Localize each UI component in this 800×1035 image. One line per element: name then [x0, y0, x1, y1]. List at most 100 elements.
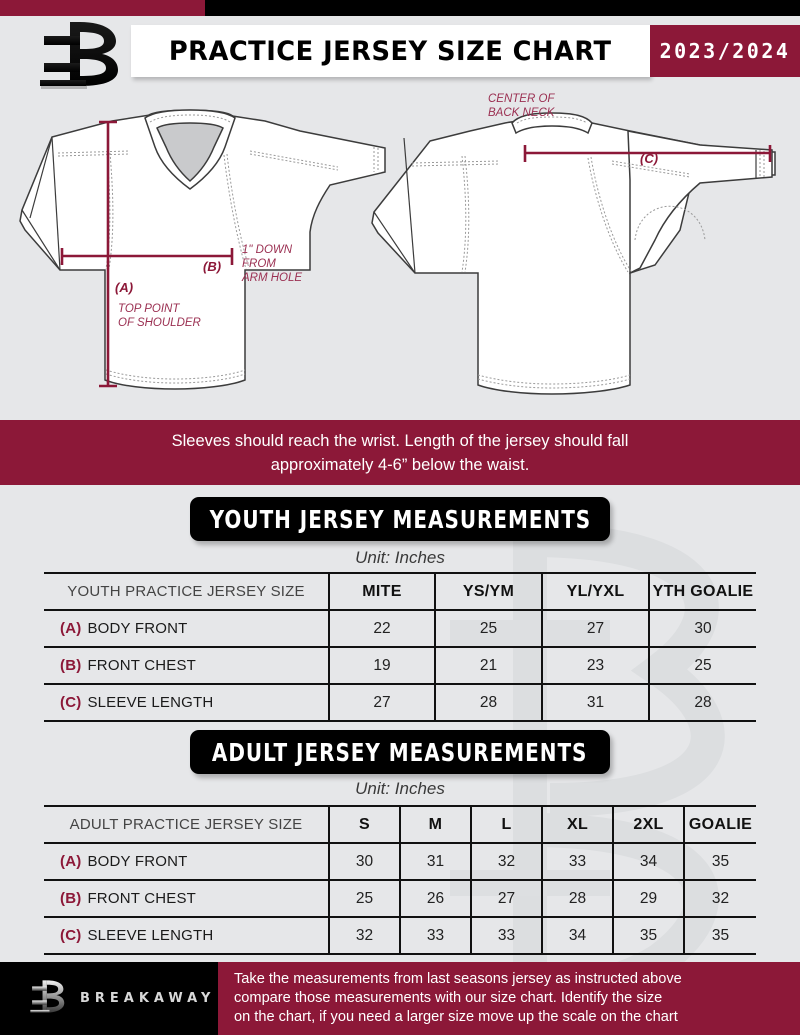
page-title: PRACTICE JERSEY SIZE CHART — [169, 35, 612, 67]
adult-cell-0-4: 34 — [613, 843, 685, 881]
adult-row-name-2: SLEEVE LENGTH — [87, 927, 214, 944]
footer-note-line-1: Take the measurements from last seasons … — [234, 971, 682, 987]
back-jersey-illustration: (C) CENTER OF BACK NECK — [371, 93, 776, 395]
adult-row-ref-1: (B) — [60, 890, 82, 907]
front-note-b-line3: ARM HOLE — [241, 272, 302, 284]
sleeve-length-note-banner: Sleeves should reach the wrist. Length o… — [0, 420, 800, 485]
adult-cell-0-3: 33 — [542, 843, 614, 881]
page-title-plate: PRACTICE JERSEY SIZE CHART — [131, 25, 650, 77]
youth-cell-2-2: 31 — [542, 684, 650, 722]
youth-cell-1-1: 21 — [435, 647, 543, 685]
youth-cell-2-0: 27 — [329, 684, 436, 722]
back-note-line1: CENTER OF — [488, 93, 555, 105]
adult-cell-1-1: 26 — [400, 880, 472, 918]
adult-cell-2-3: 34 — [542, 917, 614, 955]
adult-size-header-3: XL — [542, 805, 614, 844]
adult-measurements-table-wrap: ADULT PRACTICE JERSEY SIZE S M L XL 2XL … — [44, 805, 756, 955]
footer-brand-block: BREAKAWAY — [0, 962, 218, 1035]
youth-cell-1-3: 25 — [649, 647, 756, 685]
front-note-b-line2: FROM — [242, 258, 276, 270]
youth-corner-header: YOUTH PRACTICE JERSEY SIZE — [44, 572, 330, 611]
youth-row-name-1: FRONT CHEST — [87, 657, 197, 674]
adult-section-title-pill: ADULT JERSEY MEASUREMENTS — [190, 730, 610, 774]
adult-row-name-1: FRONT CHEST — [87, 890, 197, 907]
footer-note-line-3: on the chart, if you need a larger size … — [234, 1009, 678, 1025]
youth-cell-0-1: 25 — [435, 610, 543, 648]
adult-row-name-0: BODY FRONT — [87, 853, 188, 870]
youth-size-header-2: YL/YXL — [542, 572, 650, 611]
adult-size-header-1: M — [400, 805, 472, 844]
footer-breakaway-b-logo-icon — [26, 976, 66, 1021]
top-color-bar — [0, 0, 800, 16]
front-jersey-illustration: (B) (A) TOP POINT OF SHOULDER 1" DOWN FR… — [19, 109, 386, 390]
adult-cell-2-4: 35 — [613, 917, 685, 955]
footer-note-line-2: compare those measurements with our size… — [234, 990, 663, 1006]
top-bar-black-segment — [205, 0, 800, 16]
front-note-b-line1: 1" DOWN — [242, 244, 293, 256]
adult-cell-1-4: 29 — [613, 880, 685, 918]
front-label-a: (A) — [115, 280, 133, 295]
front-note-a-line1: TOP POINT — [118, 303, 180, 315]
page-header: PRACTICE JERSEY SIZE CHART 2023/2024 — [0, 16, 800, 90]
youth-cell-0-3: 30 — [649, 610, 756, 648]
jersey-diagram-area: (B) (A) TOP POINT OF SHOULDER 1" DOWN FR… — [0, 90, 800, 417]
adult-size-header-2: L — [471, 805, 543, 844]
youth-row-ref-2: (C) — [60, 694, 82, 711]
measure-line-c — [523, 145, 772, 162]
page-footer: BREAKAWAY Take the measurements from las… — [0, 962, 800, 1035]
youth-cell-2-3: 28 — [649, 684, 756, 722]
youth-cell-1-2: 23 — [542, 647, 650, 685]
adult-row-ref-0: (A) — [60, 853, 82, 870]
youth-cell-2-1: 28 — [435, 684, 543, 722]
measure-line-b — [60, 248, 234, 265]
youth-size-header-0: MITE — [329, 572, 436, 611]
adult-size-header-5: GOALIE — [684, 805, 756, 844]
youth-cell-1-0: 19 — [329, 647, 436, 685]
adult-cell-0-1: 31 — [400, 843, 472, 881]
season-badge-text: 2023/2024 — [659, 39, 791, 63]
youth-measurements-table-wrap: YOUTH PRACTICE JERSEY SIZE MITE YS/YM YL… — [44, 572, 756, 722]
youth-row-label-1: (B) FRONT CHEST — [44, 647, 330, 685]
adult-table-header-row: ADULT PRACTICE JERSEY SIZE S M L XL 2XL … — [44, 805, 756, 844]
adult-cell-0-2: 32 — [471, 843, 543, 881]
youth-section-title-pill: YOUTH JERSEY MEASUREMENTS — [190, 497, 610, 541]
adult-size-header-4: 2XL — [613, 805, 685, 844]
table-row: (B) FRONT CHEST 25 26 27 28 29 32 — [44, 880, 756, 918]
breakaway-b-logo-icon — [28, 16, 138, 92]
adult-row-label-1: (B) FRONT CHEST — [44, 880, 330, 918]
adult-section-title: ADULT JERSEY MEASUREMENTS — [212, 737, 588, 767]
table-row: (C) SLEEVE LENGTH 27 28 31 28 — [44, 684, 756, 722]
youth-cell-0-0: 22 — [329, 610, 436, 648]
back-note-line2: BACK NECK — [488, 107, 556, 119]
youth-row-ref-1: (B) — [60, 657, 82, 674]
adult-measurements-table: ADULT PRACTICE JERSEY SIZE S M L XL 2XL … — [44, 805, 756, 955]
youth-row-label-2: (C) SLEEVE LENGTH — [44, 684, 330, 722]
front-label-b: (B) — [203, 259, 221, 274]
season-badge: 2023/2024 — [650, 25, 800, 77]
youth-unit-label: Unit: Inches — [355, 548, 445, 567]
adult-cell-2-0: 32 — [329, 917, 401, 955]
adult-cell-0-5: 35 — [684, 843, 756, 881]
youth-measurements-table: YOUTH PRACTICE JERSEY SIZE MITE YS/YM YL… — [44, 572, 756, 722]
measure-line-a — [99, 120, 117, 388]
adult-row-label-2: (C) SLEEVE LENGTH — [44, 917, 330, 955]
note-banner-line-2: approximately 4-6” below the waist. — [270, 455, 530, 474]
table-row: (A) BODY FRONT 30 31 32 33 34 35 — [44, 843, 756, 881]
adult-size-header-0: S — [329, 805, 401, 844]
back-label-c: (C) — [640, 151, 658, 166]
adult-cell-2-5: 35 — [684, 917, 756, 955]
table-row: (C) SLEEVE LENGTH 32 33 33 34 35 35 — [44, 917, 756, 955]
youth-size-header-3: YTH GOALIE — [649, 572, 756, 611]
youth-row-name-0: BODY FRONT — [87, 620, 188, 637]
footer-instructions: Take the measurements from last seasons … — [218, 962, 800, 1035]
youth-row-ref-0: (A) — [60, 620, 82, 637]
youth-cell-0-2: 27 — [542, 610, 650, 648]
footer-brand-name: BREAKAWAY — [80, 991, 216, 1006]
adult-row-label-0: (A) BODY FRONT — [44, 843, 330, 881]
note-banner-line-1: Sleeves should reach the wrist. Length o… — [171, 431, 629, 450]
adult-cell-2-1: 33 — [400, 917, 472, 955]
youth-section-title: YOUTH JERSEY MEASUREMENTS — [209, 504, 591, 534]
front-note-a-line2: OF SHOULDER — [118, 317, 201, 329]
adult-unit-label: Unit: Inches — [355, 779, 445, 798]
youth-table-header-row: YOUTH PRACTICE JERSEY SIZE MITE YS/YM YL… — [44, 572, 756, 611]
